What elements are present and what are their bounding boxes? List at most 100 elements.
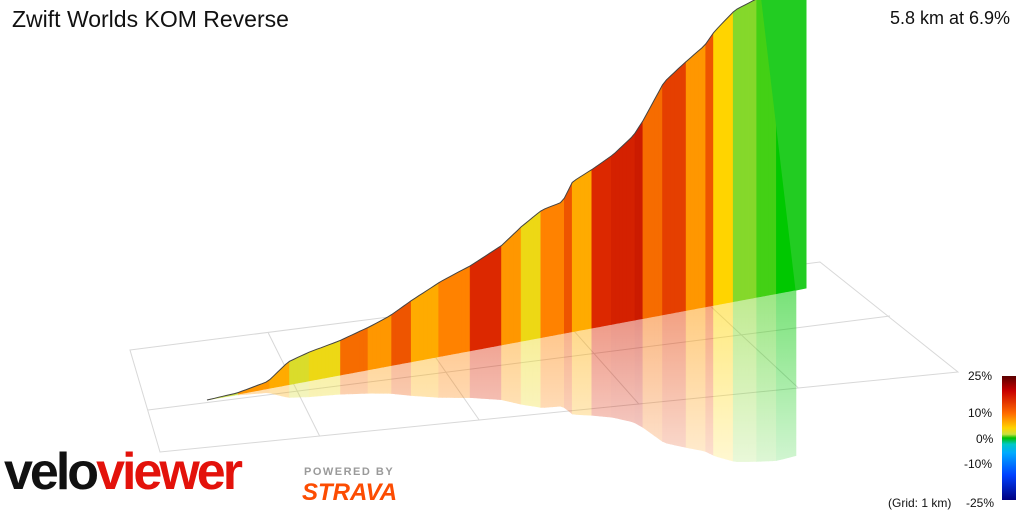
reflection-band [469,349,475,399]
gradient-band [296,355,302,384]
gradient-band [406,300,412,363]
gradient-band [344,336,349,375]
reflection-band [732,300,738,462]
strava-logo: STRAVA [302,479,398,506]
reflection-band [563,332,569,412]
gradient-band [646,106,652,319]
gradient-band [540,208,546,339]
gradient-band [705,37,710,308]
reflection-band [677,310,683,447]
reflection-band [383,365,388,394]
reflection-band [520,340,526,406]
gradient-band [717,23,722,306]
gradient-band [328,342,334,378]
gradient-band [465,265,471,352]
legend-tick-0: 0% [976,432,994,446]
reflection-band [776,292,781,461]
gradient-band [300,353,306,383]
gradient-band [650,99,655,318]
gradient-band [532,213,538,340]
gradient-band [536,210,542,339]
gradient-legend-bar [1002,376,1016,500]
reflection-band [387,365,392,394]
gradient-band [410,297,416,363]
gradient-band [662,79,667,316]
reflection-band [430,357,436,398]
reflection-band [673,311,679,447]
reflection-band [556,333,561,407]
gradient-band [320,345,326,380]
reflection-band [328,376,334,396]
reflection-band [379,366,385,394]
reflection-band [355,371,361,395]
gradient-band [583,171,589,330]
gradient-band [367,325,373,371]
gradient-band [457,269,463,354]
gradient-band [481,255,487,350]
gradient-band [685,57,691,311]
reflection-band [493,345,498,400]
reflection-band [693,307,699,451]
profile-end-cap [761,0,807,291]
gradient-band [603,158,608,327]
powered-by-label: POWERED BY [304,466,395,478]
reflection-band [638,318,644,428]
gradient-band [391,311,396,366]
reflection-band [304,380,310,398]
reflection-band [332,375,337,396]
gradient-band [654,91,659,317]
reflection-band [705,305,710,454]
gradient-band [709,31,714,307]
gradient-band [293,357,298,385]
reflection-band [658,314,663,442]
reflection-band [575,329,581,416]
reflection-band [450,353,455,398]
gradient-band [312,348,318,381]
reflection-band [399,362,404,396]
gradient-band [520,223,526,342]
reflection-band [760,295,765,462]
gradient-band [666,75,671,315]
gradient-band [626,137,632,322]
reflection-band [497,344,502,401]
reflection-band [736,299,742,462]
gradient-band [528,216,534,341]
gradient-band [355,330,361,373]
reflection-band [650,316,655,437]
gradient-band [524,219,530,341]
gradient-band [399,305,404,365]
gradient-band [414,295,420,362]
reflection-band [724,302,730,461]
reflection-band [634,318,640,426]
gradient-band [752,0,758,299]
gradient-band [461,267,467,353]
veloviewer-logo: veloviewer [4,446,243,498]
reflection-band [501,343,506,401]
grid-scale-note: (Grid: 1 km) [888,496,952,510]
reflection-band [642,317,648,431]
reflection-band [308,379,314,398]
reflection-band [540,336,546,408]
reflection-band [603,324,608,418]
reflection-band [414,360,420,397]
gradient-band [548,205,553,337]
reflection-band [685,309,691,449]
gradient-band [642,113,648,319]
gradient-band [375,320,381,369]
reflection-band [285,384,290,398]
reflection-band [721,302,726,460]
gradient-band [567,182,573,333]
reflection-band [442,354,447,398]
reflection-band [740,299,746,462]
gradient-band [512,230,518,344]
reflection-band [320,377,326,397]
reflection-band [454,352,459,398]
gradient-band [611,151,616,325]
reflection-band [528,338,534,407]
gradient-band [497,245,502,347]
gradient-band [426,287,432,360]
gradient-band [371,322,377,370]
reflection-band [709,305,714,456]
reflection-band [681,310,687,448]
reflection-band [662,313,667,444]
